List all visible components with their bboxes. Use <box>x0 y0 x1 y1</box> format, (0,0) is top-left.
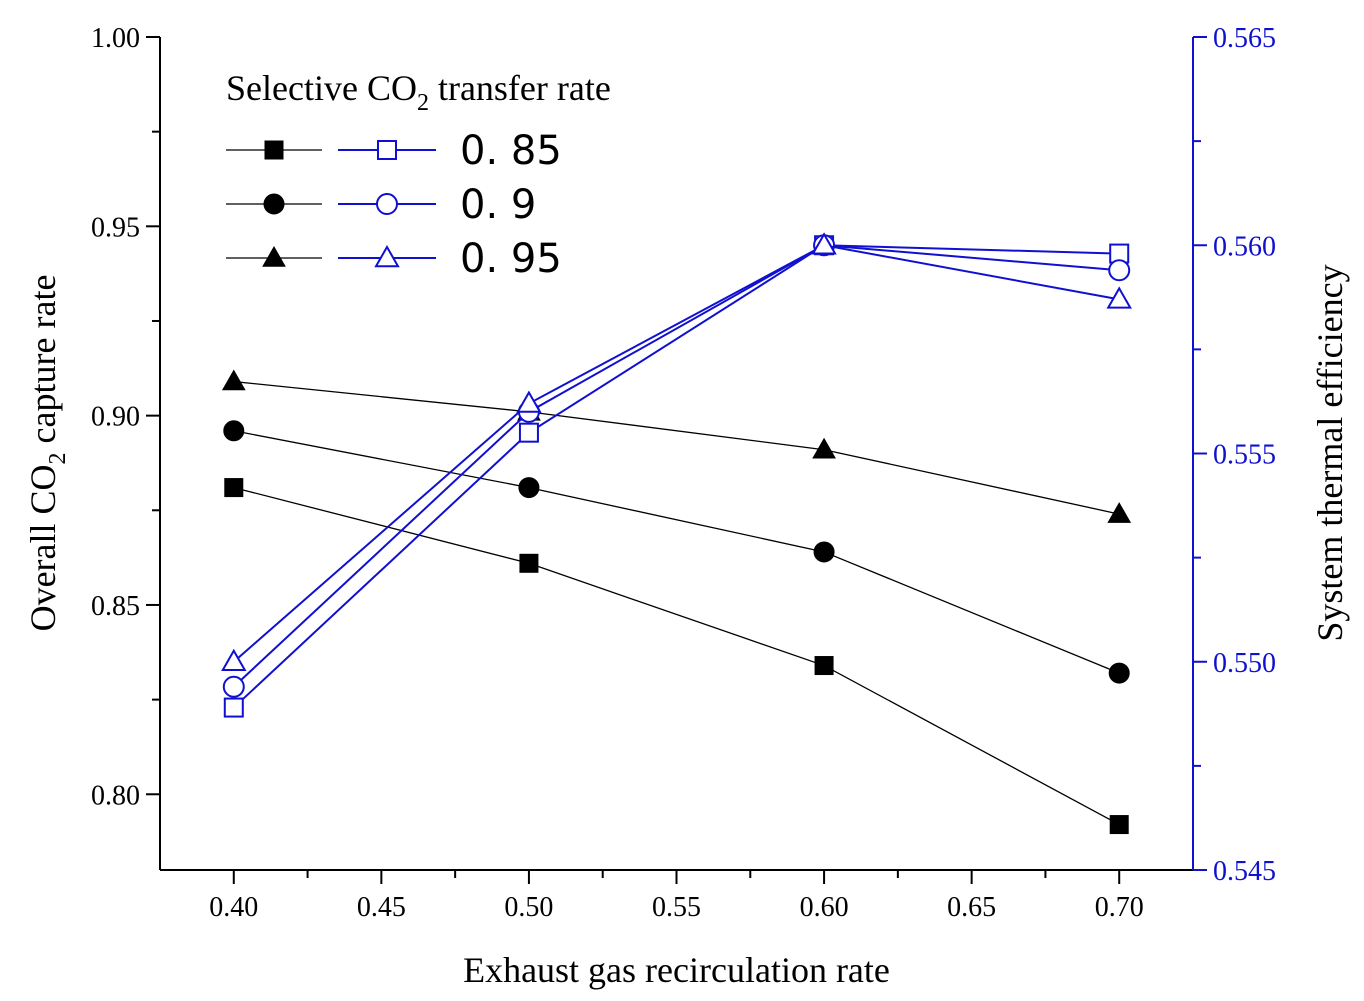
circle-marker <box>1108 259 1131 282</box>
y2-axis-title: System thermal efficiency <box>1310 264 1350 641</box>
circle-marker <box>222 675 245 698</box>
series-3 <box>221 369 1132 523</box>
circle-marker <box>518 477 540 499</box>
series-4 <box>223 235 1130 718</box>
y2-tick-label: 0.550 <box>1213 648 1276 679</box>
x-axis-title: Exhaust gas recirculation rate <box>463 950 890 990</box>
series-line <box>233 486 1120 826</box>
legend-title-subscript: 2 <box>417 90 429 116</box>
y-axis-title-part: capture rate <box>23 275 63 453</box>
triangle-marker <box>812 437 836 459</box>
series-line <box>233 244 1120 663</box>
series-line <box>233 244 1120 688</box>
square-marker <box>223 697 244 718</box>
square-marker <box>264 140 284 160</box>
legend-label: 0. 85 <box>460 128 562 174</box>
series-line <box>233 380 1120 515</box>
x-tick-label: 0.65 <box>947 892 996 923</box>
triangle-marker <box>811 232 837 255</box>
triangle-marker <box>1107 502 1132 523</box>
y-tick-label: 0.90 <box>91 402 140 433</box>
y2-tick-label: 0.565 <box>1213 23 1276 54</box>
y2-tick-label: 0.555 <box>1213 440 1276 471</box>
x-tick-label: 0.60 <box>800 892 849 923</box>
x-tick-label: 0.45 <box>357 892 406 923</box>
y-tick-label: 0.80 <box>91 780 140 811</box>
y-tick-label: 1.00 <box>91 23 140 54</box>
x-tick-label: 0.70 <box>1095 892 1144 923</box>
series-5 <box>222 234 1131 698</box>
square-marker <box>224 478 244 498</box>
x-tick-label: 0.50 <box>504 892 553 923</box>
triangle-marker <box>1106 286 1132 309</box>
circle-marker <box>1108 662 1130 684</box>
square-marker <box>519 553 539 573</box>
legend-entry-1: 0. 85 <box>226 128 562 174</box>
axes: 0.40 0.45 0.50 0.55 0.60 0.65 0.70 0.80 0.85 0.90… <box>23 23 1350 990</box>
circle-marker <box>813 541 835 563</box>
legend-entry-2: 0. 9 <box>226 182 536 228</box>
series-6 <box>221 232 1132 671</box>
y2-tick-label: 0.560 <box>1213 231 1276 262</box>
y-tick-label: 0.85 <box>91 591 140 622</box>
legend-title: Selective CO2 transfer rate <box>226 68 611 116</box>
y2-tick-label: 0.545 <box>1213 856 1276 887</box>
square-marker <box>814 656 834 676</box>
series-line <box>233 244 1120 709</box>
y-axis-title-subscript: 2 <box>45 452 71 464</box>
square-marker <box>377 140 397 160</box>
series-layer <box>221 232 1132 835</box>
triangle-marker <box>262 245 286 267</box>
series-1 <box>224 478 1129 835</box>
square-marker <box>518 422 539 443</box>
legend: Selective CO2 transfer rate 0. 85 0. 9 0. 9… <box>226 68 611 282</box>
series-line <box>233 430 1120 674</box>
circle-marker <box>263 193 285 215</box>
triangle-marker <box>221 369 246 391</box>
legend-title-part: Selective CO <box>226 68 417 108</box>
x-tick-label: 0.40 <box>209 892 258 923</box>
triangle-marker <box>221 648 247 671</box>
y-axis-title: Overall CO2 capture rate <box>23 275 71 632</box>
x-tick-label: 0.55 <box>652 892 701 923</box>
y-tick-label: 0.95 <box>91 212 140 243</box>
y-axis-title-part: Overall CO <box>23 464 63 631</box>
triangle-marker <box>374 244 400 268</box>
square-marker <box>1109 815 1129 835</box>
legend-title-part: transfer rate <box>429 68 611 108</box>
triangle-marker <box>516 390 542 413</box>
legend-label: 0. 95 <box>460 236 562 282</box>
series-2 <box>223 420 1130 684</box>
legend-entry-3: 0. 95 <box>226 236 562 282</box>
circle-marker <box>376 193 398 215</box>
circle-marker <box>223 420 245 442</box>
legend-label: 0. 9 <box>460 182 536 228</box>
